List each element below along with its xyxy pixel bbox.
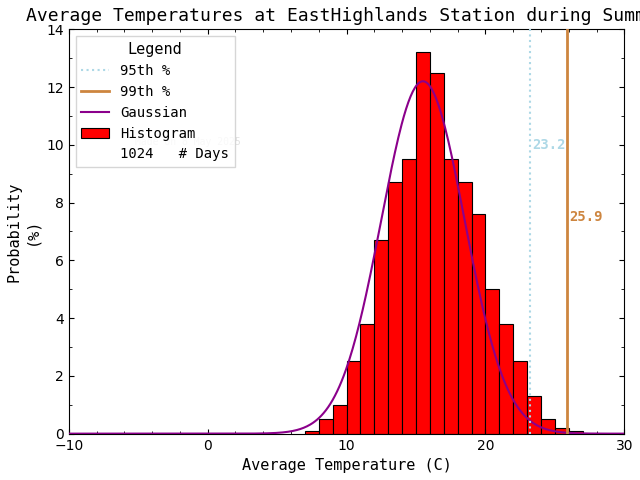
Bar	[305, 431, 319, 433]
Bar	[499, 324, 513, 433]
Bar	[541, 419, 555, 433]
Text: 25.9: 25.9	[570, 210, 603, 224]
Bar	[374, 240, 388, 433]
Legend: 95th %, 99th %, Gaussian, Histogram, 1024   # Days: 95th %, 99th %, Gaussian, Histogram, 102…	[76, 36, 235, 167]
Bar	[444, 159, 458, 433]
Bar	[569, 431, 582, 433]
Bar	[416, 52, 430, 433]
Bar	[333, 405, 346, 433]
Bar	[430, 72, 444, 433]
Y-axis label: Probability
(%): Probability (%)	[7, 181, 39, 282]
Bar	[513, 361, 527, 433]
Bar	[485, 289, 499, 433]
Bar	[402, 159, 416, 433]
Bar	[527, 396, 541, 433]
Bar	[472, 214, 485, 433]
Bar	[458, 182, 472, 433]
Text: Made on 8 May 2025: Made on 8 May 2025	[136, 137, 241, 147]
Bar	[555, 428, 569, 433]
Title: Average Temperatures at EastHighlands Station during Summer: Average Temperatures at EastHighlands St…	[26, 7, 640, 25]
Bar	[319, 419, 333, 433]
Bar	[346, 361, 360, 433]
Bar	[388, 182, 402, 433]
Text: 23.2: 23.2	[532, 138, 566, 152]
X-axis label: Average Temperature (C): Average Temperature (C)	[242, 458, 451, 473]
Bar	[360, 324, 374, 433]
